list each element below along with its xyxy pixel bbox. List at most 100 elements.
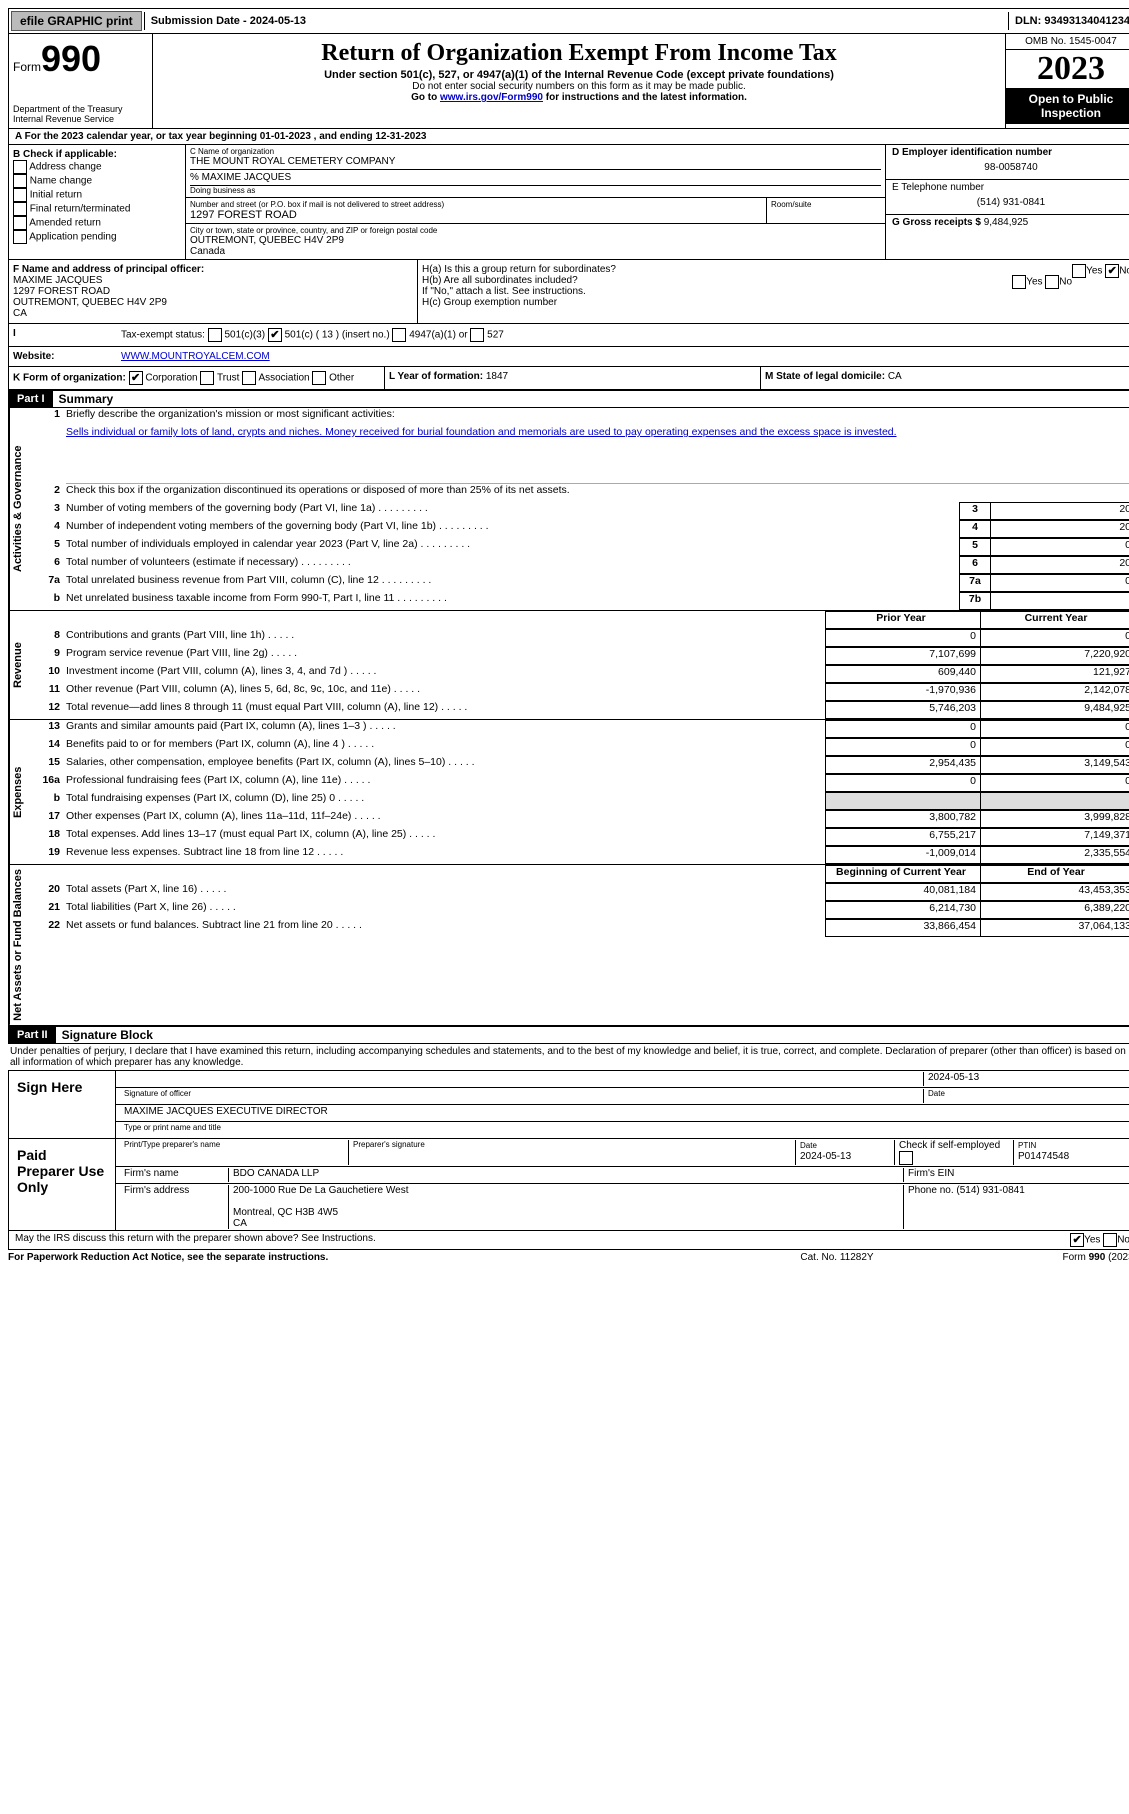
table-row: 18Total expenses. Add lines 13–17 (must … (32, 828, 1129, 846)
cat-no: Cat. No. 11282Y (737, 1252, 937, 1263)
city-value: OUTREMONT, QUEBEC H4V 2P9 (190, 235, 881, 246)
gov-line: 4Number of independent voting members of… (32, 520, 1129, 538)
org-name: THE MOUNT ROYAL CEMETERY COMPANY (190, 156, 881, 167)
governance-table: Activities & Governance 1Briefly describ… (8, 408, 1129, 611)
sign-here-label: Sign Here (9, 1071, 116, 1138)
table-row: 14Benefits paid to or for members (Part … (32, 738, 1129, 756)
cb-address-change[interactable]: Address change (13, 160, 181, 174)
street-row: Number and street (or P.O. box if mail i… (186, 198, 885, 223)
website-link[interactable]: WWW.MOUNTROYALCEM.COM (121, 351, 270, 362)
goto-post: for instructions and the latest informat… (543, 92, 747, 103)
firm-addr: 200-1000 Rue De La Gauchetiere West Mont… (229, 1185, 904, 1229)
discuss-label: May the IRS discuss this return with the… (15, 1233, 1070, 1247)
submission-date-label: Submission Date - (151, 15, 250, 27)
table-row: 8Contributions and grants (Part VIII, li… (32, 629, 1129, 647)
gross-label: G Gross receipts $ (892, 217, 984, 228)
k-trust: Trust (217, 373, 239, 384)
header-year-col: OMB No. 1545-0047 2023 Open to Public In… (1005, 34, 1129, 128)
prep-name-label: Print/Type preparer's name (120, 1140, 349, 1165)
l-value: 1847 (486, 371, 508, 382)
firm-name: BDO CANADA LLP (229, 1168, 904, 1182)
dln-cell: DLN: 93493134041234 (1008, 12, 1129, 30)
hb-row: H(b) Are all subordinates included? Yes … (422, 275, 1129, 286)
netassets-table: Net Assets or Fund Balances Beginning of… (8, 865, 1129, 1026)
end-year-header: End of Year (980, 865, 1129, 883)
instructions-link[interactable]: www.irs.gov/Form990 (440, 92, 543, 103)
gov-line: bNet unrelated business taxable income f… (32, 592, 1129, 610)
top-toolbar: efile GRAPHIC print Submission Date - 20… (8, 8, 1129, 34)
goto-pre: Go to (411, 92, 440, 103)
omb-number: OMB No. 1545-0047 (1006, 34, 1129, 50)
discuss-row: May the IRS discuss this return with the… (8, 1231, 1129, 1250)
form-subtitle-1: Under section 501(c), 527, or 4947(a)(1)… (157, 69, 1001, 81)
open-public-inspection: Open to Public Inspection (1006, 88, 1129, 124)
expenses-table: Expenses 13Grants and similar amounts pa… (8, 720, 1129, 865)
gross-receipts-cell: G Gross receipts $ 9,484,925 (886, 215, 1129, 230)
ptin-label: PTIN (1018, 1141, 1036, 1150)
officer-addr2: OUTREMONT, QUEBEC H4V 2P9 (13, 297, 413, 308)
gov-line: 5Total number of individuals employed in… (32, 538, 1129, 556)
col-f-officer: F Name and address of principal officer:… (9, 260, 418, 323)
form-990-footer: 990 (1089, 1252, 1106, 1263)
m-label: M State of legal domicile: (765, 371, 888, 382)
street-value: 1297 FOREST ROAD (190, 209, 762, 221)
date-label: Date (924, 1089, 1129, 1103)
ha-row: H(a) Is this a group return for subordin… (422, 264, 1129, 275)
header-title-col: Return of Organization Exempt From Incom… (153, 34, 1005, 128)
cb-application-pending[interactable]: Application pending (13, 230, 181, 244)
k-assoc: Association (258, 373, 309, 384)
part1-badge: Part I (9, 391, 53, 407)
part2-header: Part II Signature Block (8, 1026, 1129, 1044)
city-label: City or town, state or province, country… (190, 226, 881, 235)
i-501c-other: 501(c) ( 13 ) (insert no.) (285, 330, 390, 341)
table-row: 17Other expenses (Part IX, column (A), l… (32, 810, 1129, 828)
l1-text[interactable]: Sells individual or family lots of land,… (66, 426, 897, 438)
efile-print-button[interactable]: efile GRAPHIC print (11, 11, 142, 31)
firm-addr-label: Firm's address (120, 1185, 229, 1229)
gov-line: 3Number of voting members of the governi… (32, 502, 1129, 520)
prep-sig-label: Preparer's signature (349, 1140, 796, 1165)
a-end: 12-31-2023 (375, 131, 426, 142)
table-row: bTotal fundraising expenses (Part IX, co… (32, 792, 1129, 810)
sig-officer-label: Signature of officer (120, 1089, 924, 1103)
street-label: Number and street (or P.O. box if mail i… (190, 200, 762, 209)
sig-date: 2024-05-13 (924, 1072, 1129, 1086)
fgh-row: F Name and address of principal officer:… (9, 259, 1129, 323)
bcd-row: B Check if applicable: Address change Na… (9, 145, 1129, 259)
col-h-group: H(a) Is this a group return for subordin… (418, 260, 1129, 323)
table-row: 12Total revenue—add lines 8 through 11 (… (32, 701, 1129, 719)
street-cell: Number and street (or P.O. box if mail i… (186, 198, 767, 223)
prep-phone: (514) 931-0841 (956, 1185, 1024, 1196)
cb-final-return[interactable]: Final return/terminated (13, 202, 181, 216)
entity-section: A For the 2023 calendar year, or tax yea… (8, 129, 1129, 390)
part1-header: Part I Summary (8, 390, 1129, 408)
table-row: 13Grants and similar amounts paid (Part … (32, 720, 1129, 738)
i-501c3: 501(c)(3) (224, 330, 265, 341)
perjury-statement: Under penalties of perjury, I declare th… (8, 1044, 1129, 1070)
gross-value: 9,484,925 (984, 217, 1029, 228)
officer-name: MAXIME JACQUES (13, 275, 413, 286)
m-value: CA (888, 371, 902, 382)
netassets-vlabel: Net Assets or Fund Balances (9, 865, 32, 1025)
part2-title: Signature Block (56, 1028, 153, 1042)
table-row: 22Net assets or fund balances. Subtract … (32, 919, 1129, 937)
cb-name-change[interactable]: Name change (13, 174, 181, 188)
l1-label: Briefly describe the organization's miss… (66, 408, 1129, 426)
part2-badge: Part II (9, 1027, 56, 1043)
table-row: 10Investment income (Part VIII, column (… (32, 665, 1129, 683)
org-name-cell: C Name of organization THE MOUNT ROYAL C… (186, 145, 885, 198)
a-begin: 01-01-2023 (260, 131, 311, 142)
revenue-vlabel: Revenue (9, 611, 32, 719)
phone-label: E Telephone number (892, 182, 1129, 193)
a-pre: For the 2023 calendar year, or tax year … (25, 131, 260, 142)
b-label: B Check if applicable: (13, 149, 181, 160)
firm-ein-label: Firm's EIN (904, 1168, 1129, 1182)
form-number: 990 (41, 38, 101, 79)
officer-name-title: MAXIME JACQUES EXECUTIVE DIRECTOR (120, 1106, 1129, 1120)
i-527: 527 (487, 330, 504, 341)
check-self-employed[interactable]: Check if self-employed (895, 1140, 1014, 1165)
ein-cell: D Employer identification number 98-0058… (886, 145, 1129, 180)
cb-initial-return[interactable]: Initial return (13, 188, 181, 202)
governance-vlabel: Activities & Governance (9, 408, 32, 610)
cb-amended-return[interactable]: Amended return (13, 216, 181, 230)
